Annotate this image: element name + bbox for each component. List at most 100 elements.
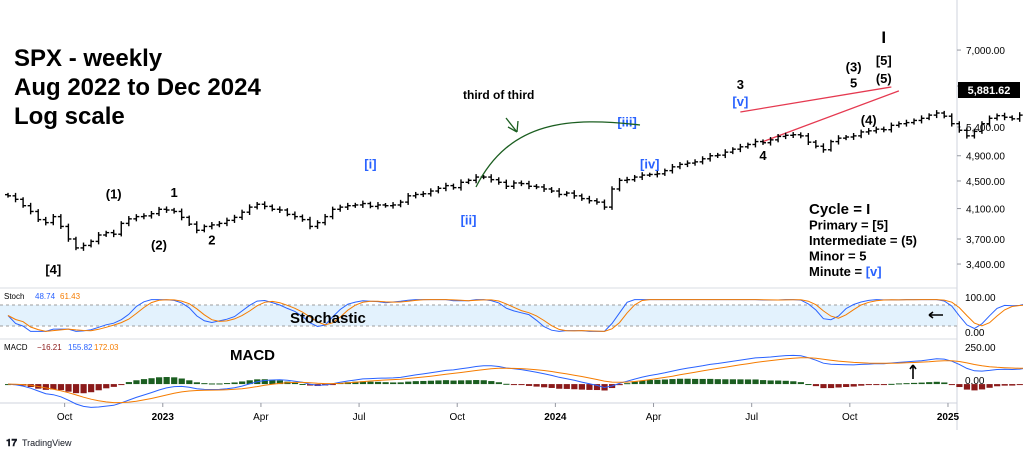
wave-label: (1) bbox=[106, 186, 122, 201]
macd-histogram-bar bbox=[729, 379, 736, 385]
macd-histogram-bar bbox=[782, 380, 789, 385]
cycle-legend-row: Minute = [v] bbox=[809, 264, 882, 279]
wave-label: [ii] bbox=[461, 213, 477, 228]
macd-histogram-bar bbox=[125, 382, 132, 385]
cycle-legend-row: Intermediate = (5) bbox=[809, 233, 917, 248]
price-bar bbox=[246, 204, 253, 215]
macd-histogram-bar bbox=[571, 384, 578, 390]
price-tick-label: 4,900.00 bbox=[966, 152, 1005, 163]
price-bar bbox=[578, 193, 585, 201]
price-bar bbox=[948, 113, 955, 127]
macd-histogram-bar bbox=[692, 378, 699, 385]
wave-label: 5 bbox=[850, 75, 857, 90]
macd-histogram-bar bbox=[420, 380, 427, 385]
macd-histogram-bar bbox=[797, 382, 804, 385]
price-bar bbox=[669, 163, 676, 174]
price-bar bbox=[707, 152, 714, 162]
price-bar bbox=[684, 160, 691, 168]
stoch-level-0: 0.00 bbox=[965, 328, 985, 339]
price-bar bbox=[616, 177, 623, 192]
wave-label: 4 bbox=[759, 148, 767, 163]
price-bar bbox=[322, 213, 329, 226]
price-bar bbox=[276, 206, 283, 213]
annotation-text: third of third bbox=[463, 88, 534, 102]
time-tick-label: 2025 bbox=[937, 412, 960, 423]
wave-label: (3) bbox=[846, 60, 862, 75]
macd-histogram-bar bbox=[888, 383, 895, 385]
indicator-lines bbox=[7, 299, 1023, 408]
wave-label: 1 bbox=[170, 185, 177, 200]
time-tick-label: Apr bbox=[646, 412, 662, 423]
macd-histogram-bar bbox=[510, 384, 518, 386]
stoch-caption: Stochastic bbox=[290, 310, 366, 327]
price-bar bbox=[57, 214, 64, 229]
wave-label: (4) bbox=[861, 112, 877, 127]
macd-histogram-bar bbox=[631, 381, 638, 385]
macd-histogram-bar bbox=[405, 381, 412, 385]
macd-histogram-bar bbox=[473, 380, 480, 385]
last-price-tag bbox=[958, 82, 1020, 98]
price-bar bbox=[994, 113, 1001, 121]
macd-histogram-bar bbox=[488, 381, 495, 385]
price-bar bbox=[978, 121, 985, 134]
macd-histogram-bar bbox=[865, 384, 872, 386]
macd-histogram-bar bbox=[933, 381, 940, 385]
cycle-legend-row: Cycle = I bbox=[809, 201, 870, 218]
price-bar bbox=[465, 178, 472, 185]
macd-histogram-bar bbox=[948, 384, 955, 386]
macd-histogram-bar bbox=[775, 380, 782, 385]
price-bar bbox=[1009, 115, 1016, 121]
price-bar bbox=[518, 180, 525, 187]
price-bar bbox=[125, 216, 132, 227]
macd-histogram-bar bbox=[329, 384, 336, 386]
price-bar bbox=[178, 208, 185, 221]
price-bar bbox=[1001, 112, 1008, 121]
wave-label: [5] bbox=[876, 53, 892, 68]
price-bar bbox=[359, 200, 366, 208]
macd-histogram-bar bbox=[186, 380, 193, 385]
chart-title-line-2: Aug 2022 to Dec 2024 bbox=[14, 74, 261, 101]
price-bar bbox=[193, 221, 200, 234]
price-bar bbox=[767, 137, 774, 146]
macd-histogram-bar bbox=[261, 379, 268, 385]
stoch-name: Stoch bbox=[4, 292, 24, 301]
macd-histogram-bar bbox=[291, 382, 299, 385]
last-price-value: 5,881.62 bbox=[968, 85, 1011, 97]
price-bar bbox=[148, 210, 155, 219]
macd-histogram-bar bbox=[873, 384, 880, 386]
macd-histogram-bar bbox=[171, 377, 178, 385]
price-bar bbox=[405, 193, 412, 205]
macd-histogram-bar bbox=[669, 379, 676, 385]
macd-histogram-bar bbox=[941, 382, 948, 385]
macd-histogram-bar bbox=[50, 384, 57, 390]
price-bar bbox=[307, 216, 313, 230]
time-tick-label: 2024 bbox=[544, 412, 567, 423]
price-bar bbox=[926, 113, 933, 121]
macd-histogram-bar bbox=[556, 384, 563, 389]
price-tick-label: 3,700.00 bbox=[966, 235, 1005, 246]
price-bar bbox=[412, 191, 419, 199]
macd-histogram-bar bbox=[208, 383, 216, 385]
price-bar bbox=[473, 174, 480, 184]
macd-histogram-bar bbox=[178, 378, 185, 385]
price-bar bbox=[971, 128, 978, 139]
macd-histogram-bar bbox=[495, 382, 502, 385]
price-bar bbox=[72, 236, 79, 251]
macd-histogram-bar bbox=[518, 384, 525, 386]
price-bar bbox=[661, 168, 668, 176]
macd-histogram-bar bbox=[246, 380, 253, 385]
wave-label: [iii] bbox=[617, 114, 637, 129]
macd-histogram-bar bbox=[722, 379, 729, 385]
macd-histogram-bar bbox=[699, 378, 706, 385]
price-bar bbox=[367, 201, 374, 209]
time-tick-label: Oct bbox=[57, 412, 73, 423]
price-bar bbox=[729, 147, 736, 155]
macd-histogram-bar bbox=[827, 384, 835, 389]
macd-histogram-bar bbox=[163, 377, 170, 385]
macd-histogram-bar bbox=[978, 384, 986, 390]
price-bar bbox=[918, 115, 925, 124]
macd-histogram-bar bbox=[956, 384, 963, 388]
stoch-d-line bbox=[7, 299, 1023, 332]
price-bar bbox=[503, 179, 510, 190]
stoch-d-value: 61.43 bbox=[60, 292, 81, 301]
